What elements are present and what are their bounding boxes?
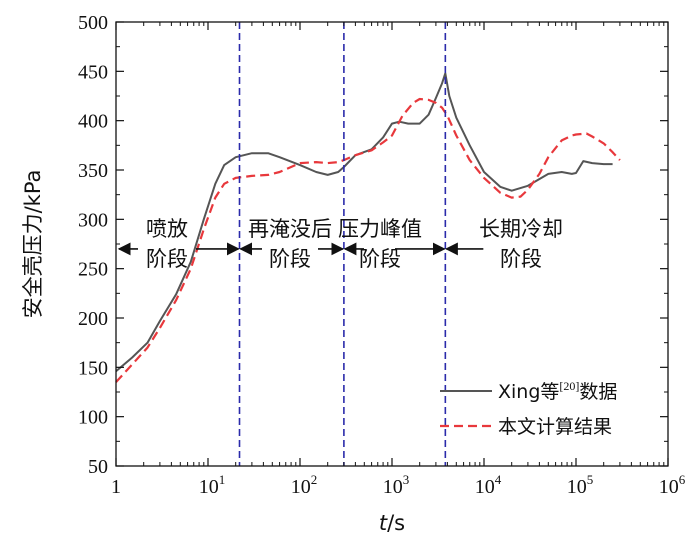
y-tick-label: 300: [78, 209, 108, 231]
series-line-xing: [115, 72, 613, 373]
stage-label: 压力峰值: [338, 217, 422, 241]
stage-label: 再淹没后: [248, 217, 332, 241]
x-tick-label: 101: [199, 472, 226, 498]
y-axis-title: 安全壳压力/kPa: [21, 170, 45, 319]
legend-label: 本文计算结果: [498, 416, 612, 438]
y-tick-label: 100: [78, 407, 108, 429]
stage-label: 阶段: [146, 247, 188, 271]
axes: 1 101 102 103 104 105 106 50 100 150 200 250 300 350 4…: [21, 12, 686, 535]
y-tick-label: 450: [78, 61, 108, 83]
stage-label: 阶段: [269, 247, 311, 271]
y-tick-label: 200: [78, 308, 108, 330]
y-tick-label: 150: [78, 357, 108, 379]
x-tick-label: 104: [475, 472, 502, 498]
stage-label: 阶段: [500, 247, 542, 271]
stage-label: 喷放: [146, 217, 188, 241]
legend-label: Xing等[20]数据: [498, 379, 617, 403]
x-tick-label: 1: [111, 476, 121, 498]
x-tick-label: 102: [291, 472, 318, 498]
x-tick-label: 103: [383, 472, 410, 498]
x-tick-label: 106: [659, 472, 686, 498]
y-tick-label: 50: [88, 456, 108, 478]
y-tick-label: 350: [78, 160, 108, 182]
y-tick-label: 400: [78, 111, 108, 133]
stage-label: 阶段: [359, 247, 401, 271]
x-axis-title: t/s: [379, 511, 405, 535]
x-tick-label: 105: [567, 472, 594, 498]
y-tick-label: 250: [78, 259, 108, 281]
stage-label: 长期冷却: [479, 217, 563, 241]
series-line-calculated: [115, 97, 621, 383]
y-tick-label: 500: [78, 12, 108, 34]
